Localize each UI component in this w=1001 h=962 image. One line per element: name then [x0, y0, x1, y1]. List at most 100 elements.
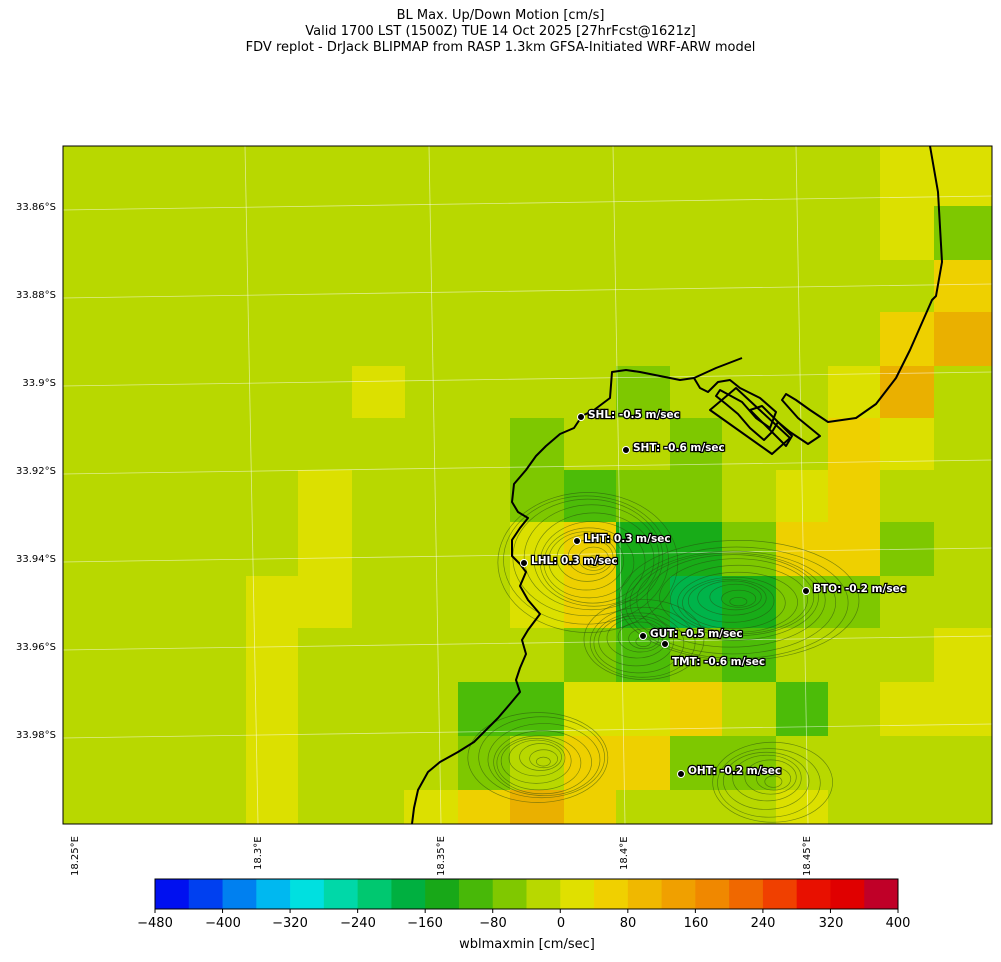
field-cell [934, 312, 992, 366]
colorbar-swatch [526, 879, 561, 909]
station-label: LHL: 0.3 m/sec [531, 555, 618, 567]
lat-label: 33.88°S [16, 290, 56, 301]
coastline [411, 146, 943, 824]
field-cell [934, 260, 992, 312]
field-cell [880, 146, 934, 260]
lon-gridline [795, 146, 809, 824]
lat-label: 33.98°S [16, 730, 56, 741]
colorbar-swatch [357, 879, 392, 909]
graticule [63, 146, 992, 824]
terrain-contour [764, 775, 783, 788]
field-cell [616, 736, 670, 790]
field-cell [670, 736, 722, 790]
colorbar-swatch [391, 879, 426, 909]
colorbar-tick-label: 160 [683, 916, 709, 931]
lat-label: 33.9°S [22, 378, 56, 389]
terrain-contour [617, 621, 664, 653]
station-marker [661, 640, 669, 648]
field-cell [934, 206, 992, 260]
terrain-contour [536, 756, 551, 767]
colorbar-tick-label: −240 [340, 916, 376, 931]
terrain-contour [589, 606, 696, 678]
field-cell [510, 790, 564, 824]
terrain-contour [583, 599, 705, 680]
terrain-contour [682, 576, 786, 629]
field-cell [670, 418, 722, 522]
field-cell [776, 682, 828, 736]
terrain-contour [496, 735, 582, 791]
field-cell [616, 682, 670, 736]
field-cell [510, 418, 564, 470]
colorbar-swatch [627, 879, 663, 909]
field-cell [880, 682, 934, 736]
terrain-contour [756, 766, 792, 791]
lon-gridline [428, 146, 442, 824]
colorbar-tick-label: 0 [556, 916, 566, 931]
lat-gridline [63, 195, 992, 211]
terrain-contour [646, 554, 819, 641]
terrain-contour [677, 571, 798, 633]
colorbar-swatch [560, 879, 595, 909]
terrain-contour [519, 743, 562, 771]
station-label: OHT: -0.2 m/sec [688, 765, 781, 777]
terrain-contour [493, 730, 592, 795]
field-cell [670, 522, 722, 576]
field-cell [564, 736, 616, 790]
terrain-contour [478, 716, 605, 799]
colorbar-swatch [695, 879, 730, 909]
colorbar-swatch [762, 879, 798, 909]
lat-gridline [63, 283, 992, 299]
colorbar-swatch [222, 879, 257, 909]
colorbar-swatch [425, 879, 460, 909]
field-cell [352, 366, 405, 418]
station-label: SHT: -0.6 m/sec [633, 442, 725, 454]
terrain-contour [709, 583, 762, 611]
colorbar-swatch [830, 879, 865, 909]
terrain-contour [598, 615, 675, 667]
colorbar-swatch [729, 879, 764, 909]
lon-label: 18.3°E [253, 836, 264, 870]
lon-label: 18.35°E [436, 836, 447, 876]
colorbar-tick-label: 400 [885, 916, 911, 931]
vertical-motion-field [63, 146, 992, 824]
colorbar-swatch [458, 879, 494, 909]
station-label: TMT: -0.6 m/sec [672, 656, 765, 668]
terrain-contour [697, 580, 767, 616]
terrain-contour [533, 512, 655, 607]
colorbar-swatch [290, 879, 325, 909]
field-cell [458, 790, 510, 824]
colorbar-tick-label: 240 [750, 916, 776, 931]
colorbar-tick-label: 320 [818, 916, 844, 931]
field-cell [564, 682, 616, 736]
colorbar-swatch [323, 879, 359, 909]
colorbar [154, 878, 899, 913]
terrain-contour [467, 712, 609, 803]
station-label: BTO: -0.2 m/sec [813, 583, 906, 595]
field-cell [616, 522, 670, 576]
terrain-contour [606, 617, 668, 659]
colorbar-swatch [155, 879, 190, 909]
terrain-contour [717, 748, 821, 818]
station-marker [573, 537, 581, 545]
colorbar-swatch [188, 879, 224, 909]
terrain-contour [687, 579, 775, 623]
station-label: SHL: -0.5 m/sec [588, 409, 680, 421]
station-marker [622, 446, 630, 454]
map-frame [62, 145, 993, 825]
station-marker [802, 587, 810, 595]
lat-label: 33.96°S [16, 642, 56, 653]
terrain-contour [548, 531, 625, 591]
field-cell [828, 576, 880, 628]
field-cell [828, 418, 880, 470]
colorbar-swatch [256, 879, 291, 909]
field-cell [880, 366, 934, 418]
station-marker [677, 770, 685, 778]
map-title-line2: Valid 1700 LST (1500Z) TUE 14 Oct 2025 [… [305, 24, 696, 39]
colorbar-swatch [864, 879, 899, 909]
field-cell [722, 736, 776, 790]
field-cell [828, 470, 880, 522]
colorbar-title: wblmaxmin [cm/sec] [459, 937, 595, 952]
terrain-contour [732, 754, 802, 802]
lon-gridline [612, 146, 626, 824]
